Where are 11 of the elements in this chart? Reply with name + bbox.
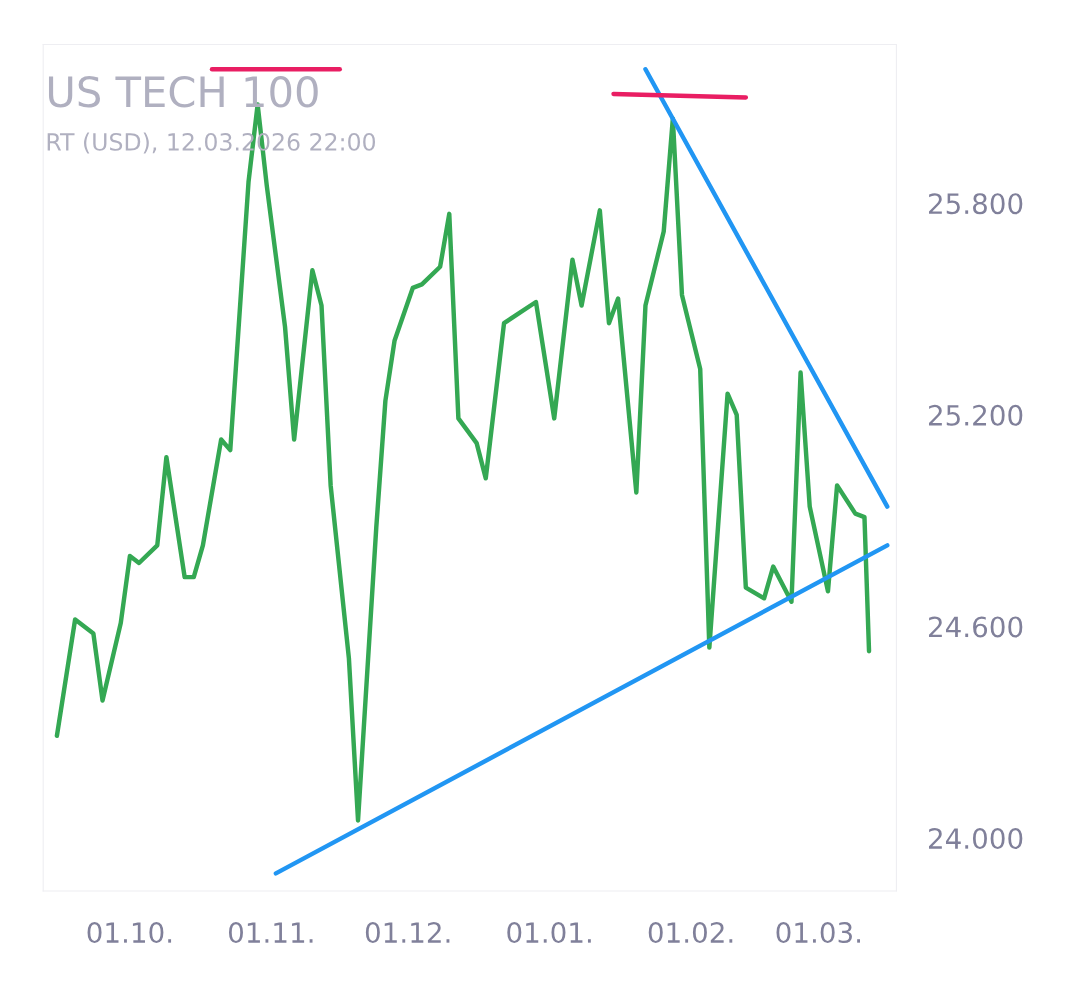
y-tick-label: 24.000	[928, 828, 1023, 850]
y-tick-label: 25.800	[928, 193, 1023, 215]
y-tick-label: 24.600	[928, 616, 1023, 638]
x-tick-label: 01.12.	[365, 922, 450, 944]
y-tick-label: 25.200	[928, 404, 1023, 426]
text: US TECH 100	[48, 76, 318, 108]
x-tick-label: 01.11.	[228, 922, 313, 944]
x-tick-label: 01.01.	[507, 922, 591, 944]
x-tick-label: 01.10.	[87, 922, 172, 944]
x-tick-label: 01.02.	[648, 922, 733, 944]
x-tick-label: 01.03.	[776, 922, 861, 944]
